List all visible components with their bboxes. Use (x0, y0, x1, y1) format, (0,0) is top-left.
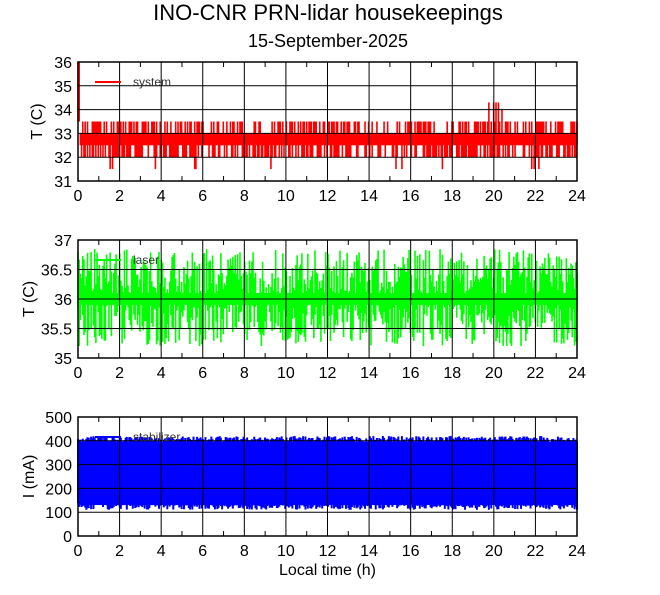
y-tick-label: 35.5 (41, 322, 72, 339)
x-tick-label: 20 (485, 188, 503, 205)
y-tick-label: 0 (63, 529, 72, 546)
x-tick-label: 6 (198, 365, 207, 382)
x-tick-label: 18 (443, 188, 461, 205)
x-tick-label: 6 (198, 543, 207, 560)
y-tick-label: 34 (54, 103, 72, 120)
x-tick-label: 8 (240, 188, 249, 205)
x-tick-label: 12 (319, 543, 337, 560)
y-tick-label: 100 (45, 505, 72, 522)
x-tick-label: 2 (115, 188, 124, 205)
x-tick-label: 20 (485, 543, 503, 560)
x-tick-label: 22 (527, 365, 545, 382)
y-tick-label: 33 (54, 126, 72, 143)
y-axis-label: I (mA) (21, 455, 38, 499)
legend-label: system (133, 75, 171, 89)
x-tick-label: 2 (115, 365, 124, 382)
y-tick-label: 32 (54, 150, 72, 167)
y-tick-label: 37 (54, 233, 72, 250)
x-tick-label: 20 (485, 365, 503, 382)
y-axis-label: T (C) (21, 281, 38, 317)
x-tick-label: 8 (240, 365, 249, 382)
x-tick-label: 14 (360, 188, 378, 205)
x-tick-label: 18 (443, 365, 461, 382)
x-tick-label: 22 (527, 188, 545, 205)
x-tick-label: 24 (568, 188, 586, 205)
x-tick-label: 10 (277, 543, 295, 560)
x-tick-label: 16 (402, 188, 420, 205)
x-tick-label: 8 (240, 543, 249, 560)
x-tick-label: 0 (74, 188, 83, 205)
x-tick-label: 2 (115, 543, 124, 560)
x-tick-label: 6 (198, 188, 207, 205)
x-tick-label: 18 (443, 543, 461, 560)
y-tick-label: 36 (54, 292, 72, 309)
chart-subtitle: 15-September-2025 (248, 31, 408, 51)
x-tick-label: 16 (402, 543, 420, 560)
x-tick-label: 10 (277, 365, 295, 382)
x-tick-label: 10 (277, 188, 295, 205)
x-tick-label: 4 (157, 543, 166, 560)
x-tick-label: 0 (74, 365, 83, 382)
chart-title: INO-CNR PRN-lidar housekeepings (153, 0, 503, 25)
y-tick-label: 35 (54, 79, 72, 96)
y-tick-label: 200 (45, 481, 72, 498)
y-axis-label: T (C) (29, 103, 46, 139)
legend-label: laser (133, 253, 159, 267)
y-tick-label: 400 (45, 434, 72, 451)
x-axis-label: Local time (h) (279, 562, 376, 579)
x-tick-label: 14 (360, 543, 378, 560)
y-tick-label: 35 (54, 351, 72, 368)
x-tick-label: 14 (360, 365, 378, 382)
y-tick-label: 31 (54, 174, 72, 191)
plot-frame (77, 239, 578, 359)
x-tick-label: 4 (157, 188, 166, 205)
plot-frame (77, 61, 578, 182)
x-tick-label: 12 (319, 188, 337, 205)
x-tick-label: 24 (568, 365, 586, 382)
x-tick-label: 16 (402, 365, 420, 382)
x-tick-label: 0 (74, 543, 83, 560)
x-tick-label: 22 (527, 543, 545, 560)
y-tick-label: 300 (45, 458, 72, 475)
y-tick-label: 500 (45, 410, 72, 427)
legend-label: stabilizer (133, 430, 180, 444)
plot-frame (77, 416, 578, 537)
x-tick-label: 12 (319, 365, 337, 382)
y-tick-label: 36.5 (41, 263, 72, 280)
x-tick-label: 4 (157, 365, 166, 382)
y-tick-label: 36 (54, 55, 72, 72)
x-tick-label: 24 (568, 543, 586, 560)
